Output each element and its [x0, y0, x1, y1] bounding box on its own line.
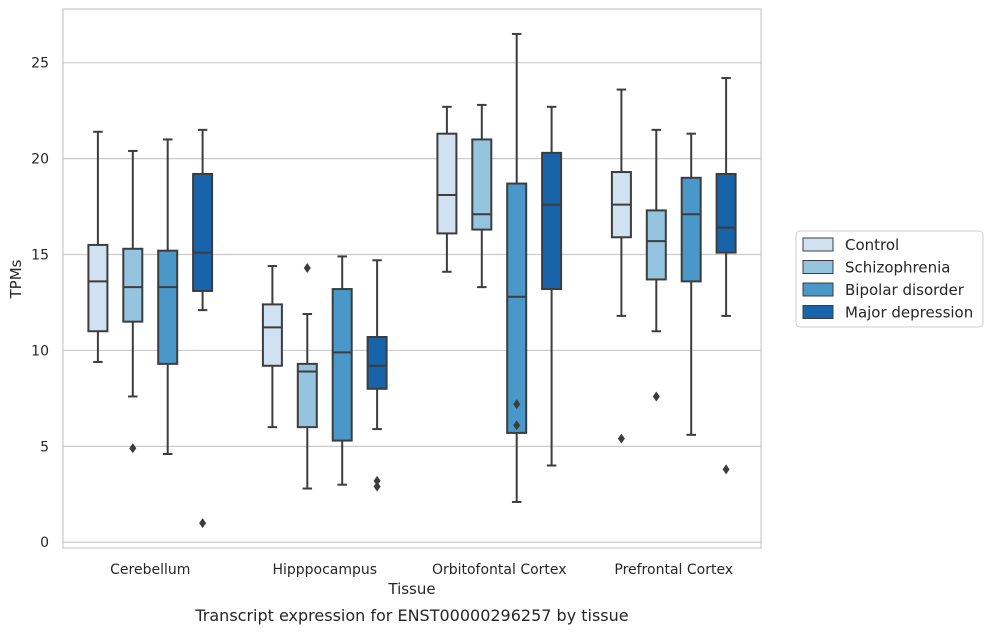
box-group: [87, 130, 109, 363]
outlier-point: [722, 464, 730, 475]
box-iqr: [157, 249, 179, 365]
box-iqr: [715, 172, 737, 254]
box-iqr: [541, 151, 563, 291]
box-group: [471, 103, 493, 289]
outlier-point: [617, 433, 625, 444]
legend-swatch: [802, 237, 834, 252]
box-group: [122, 149, 144, 454]
legend: Control Schizophrenia Bipolar disorder Majo…: [795, 230, 984, 328]
box-iqr: [645, 209, 667, 281]
box-iqr: [366, 336, 388, 390]
box-group: [261, 265, 283, 429]
outlier-point: [373, 481, 381, 492]
x-tick-label: Hipppocampus: [272, 562, 377, 578]
box-iqr: [296, 362, 318, 429]
box-group: [331, 255, 353, 486]
plot-background: [63, 9, 761, 548]
y-tick-label: 20: [31, 152, 49, 168]
y-tick-label: 15: [31, 248, 49, 264]
grid-lines: [63, 62, 761, 543]
box-iqr: [87, 243, 109, 333]
legend-label: Major depression: [845, 304, 973, 322]
outlier-point: [129, 443, 137, 454]
legend-label: Control: [845, 236, 899, 254]
legend-frame: [795, 230, 984, 328]
box-iqr: [122, 247, 144, 323]
box-group: [645, 128, 667, 402]
y-tick-labels: 0 5 10 15 20 25: [31, 56, 49, 552]
x-tick-labels: Cerebellum Hipppocampus Orbitofontal Corte…: [110, 562, 733, 578]
outlier-point: [199, 518, 207, 529]
y-tick-label: 0: [40, 535, 49, 551]
box-group: [680, 132, 702, 436]
x-tick-label: Prefrontal Cortex: [614, 562, 733, 578]
box-group: [610, 88, 632, 444]
outlier-point: [513, 399, 521, 410]
box-iqr: [506, 182, 528, 434]
boxes: [87, 32, 737, 529]
x-axis-label: Tissue: [387, 580, 435, 598]
box-iqr: [192, 172, 214, 292]
y-axis-label: TPMs: [7, 259, 25, 299]
outlier-point: [373, 475, 381, 486]
box-group: [192, 128, 214, 529]
outlier-point: [513, 420, 521, 431]
box-iqr: [680, 176, 702, 283]
legend-swatch: [802, 282, 834, 297]
legend-label: Bipolar disorder: [845, 281, 965, 299]
box-iqr: [471, 138, 493, 231]
box-group: [506, 32, 528, 503]
legend-label: Schizophrenia: [845, 259, 950, 277]
x-tick-label: Cerebellum: [110, 562, 190, 578]
box-iqr: [436, 132, 458, 235]
box-group: [541, 105, 563, 467]
legend-swatch: [802, 305, 834, 319]
y-tick-label: 5: [40, 439, 49, 455]
box-group: [366, 259, 388, 492]
box-group: [157, 138, 179, 456]
y-tick-label: 10: [31, 343, 49, 359]
outlier-point: [303, 262, 311, 273]
chart-caption: Transcript expression for ENST0000029625…: [194, 606, 628, 625]
box-group: [296, 262, 318, 490]
y-tick-label: 25: [31, 56, 49, 72]
box-iqr: [331, 288, 353, 442]
x-tick-label: Orbitofontal Cortex: [432, 562, 567, 578]
box-group: [436, 105, 458, 273]
box-group: [715, 77, 737, 475]
box-iqr: [261, 303, 283, 367]
legend-swatch: [802, 260, 834, 274]
outlier-point: [652, 391, 660, 402]
plot-frame: [62, 8, 762, 549]
